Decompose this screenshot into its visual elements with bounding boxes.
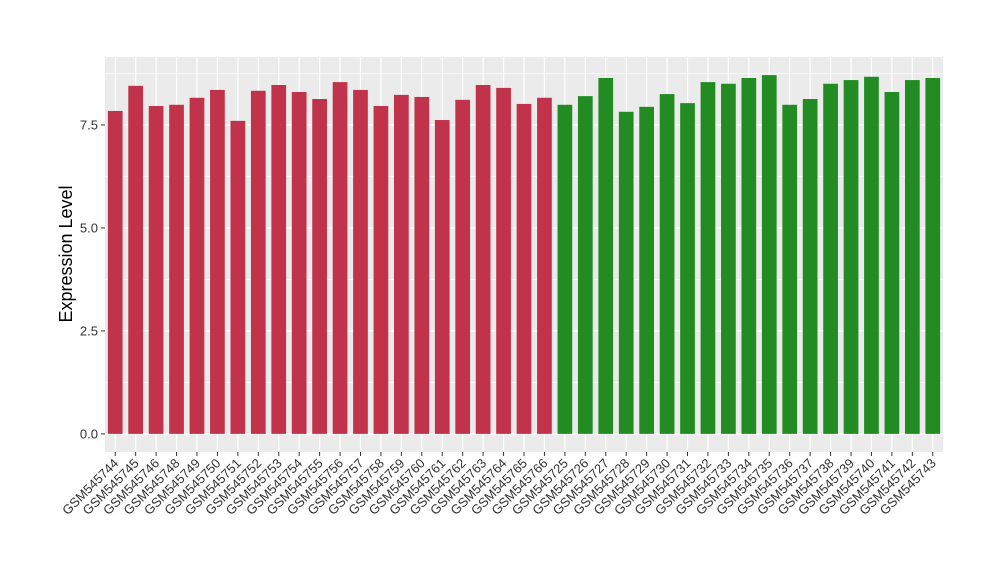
bar xyxy=(169,104,184,434)
bar xyxy=(761,75,777,434)
bar xyxy=(475,85,491,434)
bar xyxy=(659,94,675,434)
bar xyxy=(189,97,205,434)
bar xyxy=(618,111,634,434)
bar xyxy=(312,99,327,434)
bar xyxy=(148,106,164,434)
bar xyxy=(721,83,736,434)
bar xyxy=(455,99,471,434)
y-tick-label: 7.5 xyxy=(80,117,98,132)
bar xyxy=(271,85,287,434)
bar xyxy=(823,83,838,434)
bar xyxy=(128,85,144,434)
bar xyxy=(332,82,348,434)
bar xyxy=(598,78,614,434)
bar xyxy=(802,99,818,434)
bar xyxy=(741,78,757,434)
y-tick-label: 2.5 xyxy=(80,323,98,338)
bar xyxy=(353,89,368,434)
bar xyxy=(843,80,859,434)
bar xyxy=(107,110,123,434)
bar xyxy=(904,80,920,434)
bar xyxy=(864,76,879,434)
bar xyxy=(577,96,593,434)
bar xyxy=(680,103,695,434)
bar xyxy=(414,96,430,434)
bar xyxy=(230,120,246,434)
bar xyxy=(639,106,654,434)
bar xyxy=(782,104,798,434)
bar xyxy=(925,78,941,434)
bar xyxy=(516,103,532,434)
y-tick-label: 0.0 xyxy=(80,426,98,441)
bar xyxy=(373,106,389,434)
y-tick-label: 5.0 xyxy=(80,220,98,235)
bar xyxy=(884,92,900,434)
bar xyxy=(537,97,552,434)
bar xyxy=(700,82,716,434)
bar xyxy=(291,92,307,434)
bar xyxy=(434,120,450,434)
bar xyxy=(496,87,511,434)
bar xyxy=(557,104,573,434)
bar xyxy=(250,90,266,434)
y-axis-title: Expression Level xyxy=(56,185,76,322)
bar xyxy=(394,94,409,434)
bar xyxy=(210,89,225,434)
